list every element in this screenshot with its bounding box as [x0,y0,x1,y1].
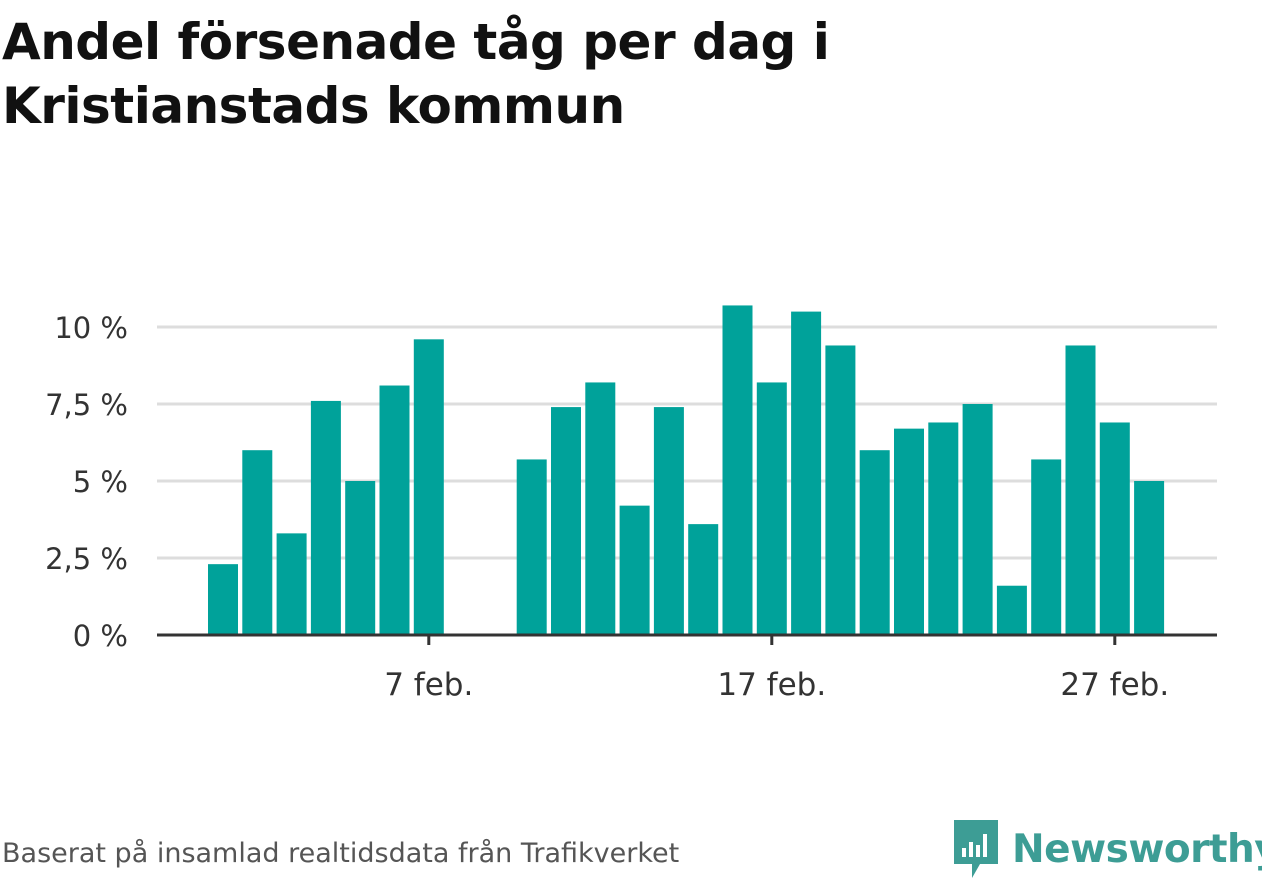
bar [756,382,787,635]
brand-name: Newsworthy [1012,826,1262,872]
x-axis: 7 feb. 17 feb. 27 feb. [157,633,1217,703]
bar [1065,345,1096,635]
bar [1134,481,1165,635]
y-tick-label: 10 % [54,311,128,345]
brand-logo: Newsworthy [950,818,1262,880]
bar [894,428,924,635]
x-tick-label: 17 feb. [717,667,826,703]
bar [379,385,410,635]
bar [1031,459,1062,635]
bar [345,481,376,635]
source-note: Baserat på insamlad realtidsdata från Tr… [2,838,680,869]
bar [310,400,341,635]
newsworthy-logo-icon [954,820,998,878]
bar [722,305,753,635]
bar [551,407,581,635]
bar [791,311,822,635]
y-tick-label: 0 % [73,619,128,653]
bar [1099,422,1130,635]
y-tick-label: 5 % [73,465,128,499]
bar [619,505,650,635]
bar [413,339,444,635]
bar [516,459,547,635]
chart-title: Andel försenade tåg per dag i Kristianst… [2,13,830,135]
bar [585,382,616,635]
bar [276,533,307,635]
bar [208,564,238,635]
y-tick-label: 2,5 % [45,542,128,576]
bar [242,450,273,635]
x-tick-label: 7 feb. [384,667,473,703]
bar [653,407,684,635]
bar [962,404,993,635]
bar [928,422,959,635]
y-axis-ticks: 0 % 2,5 % 5 % 7,5 % 10 % [45,311,128,653]
x-tick-label: 27 feb. [1060,667,1169,703]
bars [208,305,1165,635]
bar [688,524,719,635]
bar [996,585,1027,635]
bar [825,345,856,635]
y-tick-label: 7,5 % [45,388,128,422]
bar [859,450,890,635]
